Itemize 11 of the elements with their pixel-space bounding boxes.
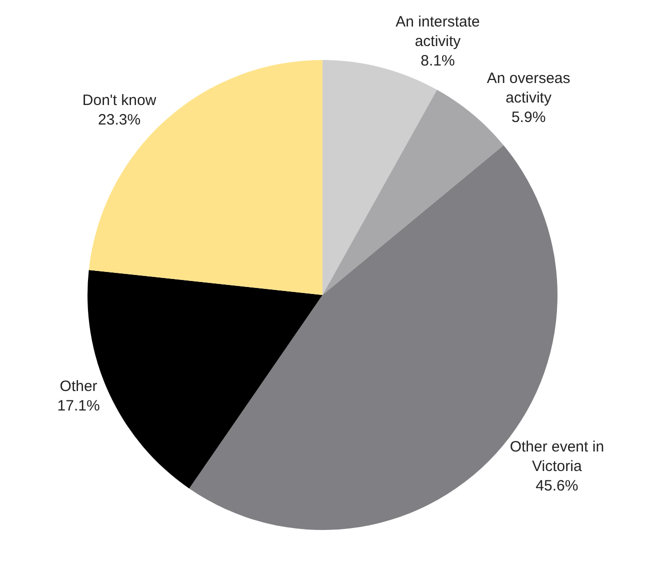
pie-slice xyxy=(322,90,504,295)
data-label: 5.9% xyxy=(511,108,546,126)
data-label: 23.3% xyxy=(98,111,141,128)
data-label: 8.1% xyxy=(420,52,455,70)
slice-label: An overseas activity xyxy=(486,70,570,106)
slice-label: An interstate activity xyxy=(396,13,480,50)
slice-label: Other xyxy=(60,378,98,395)
slice-label: Other event in Victoria xyxy=(510,438,604,475)
data-label: 17.1% xyxy=(57,397,100,414)
data-label: 45.6% xyxy=(536,477,578,494)
slice-label: Don't know xyxy=(82,92,156,109)
